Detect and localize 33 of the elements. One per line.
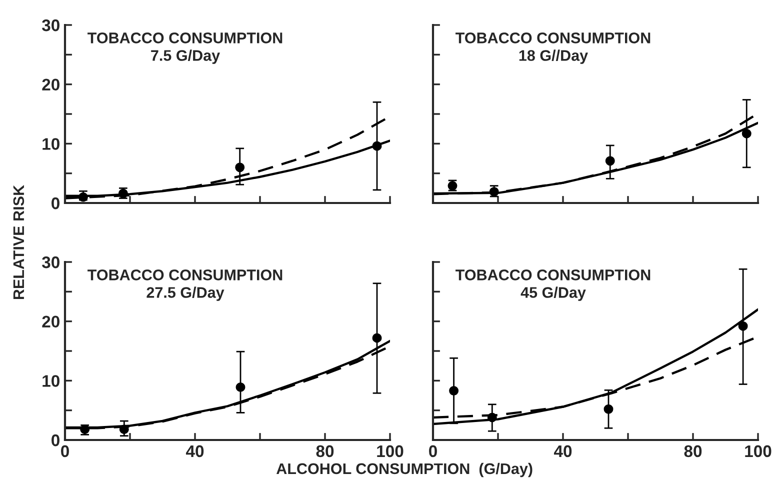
x-tick-label: 80 bbox=[316, 445, 334, 458]
point bbox=[235, 162, 245, 172]
x-tick-label: 0 bbox=[429, 445, 437, 458]
y-tick-label: 0 bbox=[52, 434, 60, 446]
y-tick-label: 20 bbox=[42, 78, 60, 91]
x-tick-label: 0 bbox=[61, 445, 69, 458]
y-tick-label: 30 bbox=[42, 19, 60, 32]
y-tick-label: 10 bbox=[42, 375, 60, 387]
text: TOBACCO CONSUMPTION 18 G//Day bbox=[456, 32, 650, 64]
y-tick-label: 10 bbox=[42, 138, 60, 150]
x-tick-label: 40 bbox=[554, 445, 572, 458]
x-tick-label: 100 bbox=[745, 445, 772, 458]
text: TOBACCO CONSUMPTION 7.5 G/Day bbox=[88, 32, 282, 64]
point bbox=[604, 404, 614, 414]
point bbox=[487, 412, 497, 422]
y-axis-title: RELATIVE RISK bbox=[13, 185, 24, 300]
point bbox=[605, 156, 615, 166]
y-tick-label: 0 bbox=[52, 197, 60, 210]
text: TOBACCO CONSUMPTION 27.5 G/Day bbox=[88, 270, 282, 301]
x-tick-label: 80 bbox=[684, 445, 702, 458]
x-tick-label: 40 bbox=[186, 445, 204, 458]
point bbox=[236, 382, 246, 392]
point bbox=[738, 321, 748, 331]
point bbox=[119, 424, 129, 434]
point bbox=[742, 128, 752, 138]
y-tick-label: 30 bbox=[42, 256, 60, 268]
x-axis-title: ALCOHOL CONSUMPTION (G/Day) bbox=[276, 462, 532, 478]
y-tick-label: 20 bbox=[42, 316, 60, 328]
point bbox=[372, 333, 382, 343]
text: TOBACCO CONSUMPTION 45 G/Day bbox=[456, 270, 650, 301]
x-tick-label: 100 bbox=[377, 445, 404, 458]
point bbox=[372, 141, 382, 151]
point bbox=[449, 386, 459, 396]
